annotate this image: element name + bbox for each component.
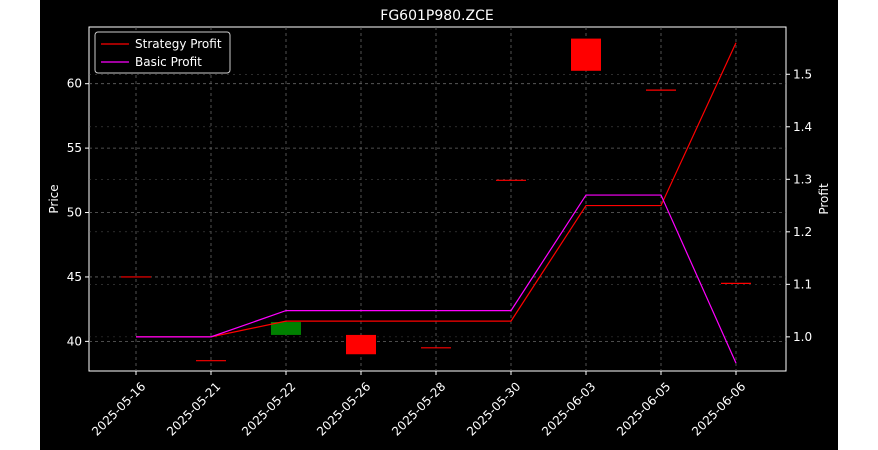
y-right-tick-label: 1.3 — [793, 172, 812, 186]
y-left-tick-label: 45 — [67, 270, 82, 284]
candle-layer — [121, 38, 751, 362]
legend-box — [94, 31, 231, 74]
y-right-tick-label: 1.4 — [793, 120, 812, 134]
strategy-profit-line — [136, 42, 737, 338]
y-right-tick-label: 1.0 — [793, 330, 812, 344]
grid-layer — [89, 27, 786, 371]
line-layer — [136, 42, 737, 364]
candle — [271, 322, 301, 335]
legend: Strategy Profit Basic Profit — [94, 31, 231, 74]
candle — [346, 334, 376, 355]
y-left-tick-label: 50 — [67, 206, 82, 220]
legend-strategy-label: Strategy Profit — [135, 37, 222, 51]
legend-basic-label: Basic Profit — [135, 55, 202, 69]
y-left-tick-label: 60 — [67, 77, 82, 91]
y-left-tick-label: 40 — [67, 334, 82, 348]
y-axis-right-label: Profit — [817, 183, 831, 215]
y-right-tick-label: 1.2 — [793, 225, 812, 239]
y-left-tick-label: 55 — [67, 141, 82, 155]
chart-title: FG601P980.ZCE — [380, 8, 493, 24]
y-right-tick-label: 1.5 — [793, 67, 812, 81]
y-right-tick-label: 1.1 — [793, 277, 812, 291]
basic-profit-line — [136, 194, 737, 364]
y-axis-left-label: Price — [47, 184, 61, 213]
plot-area — [88, 26, 787, 372]
candle — [571, 38, 601, 71]
